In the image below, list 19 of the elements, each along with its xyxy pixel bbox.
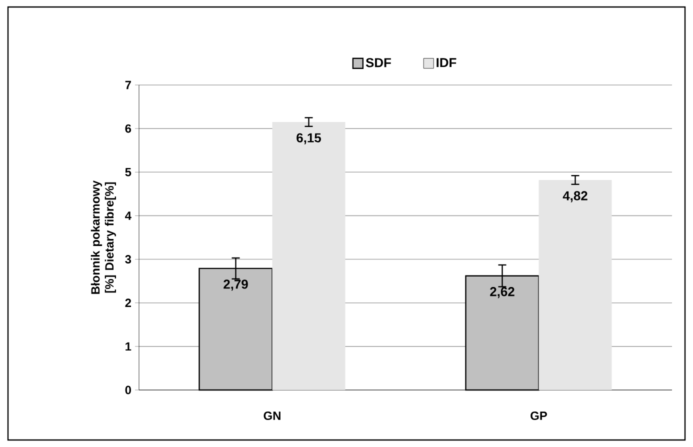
y-tick-label: 5 <box>125 168 132 176</box>
bar <box>272 122 346 390</box>
legend-label: IDF <box>436 58 456 68</box>
y-axis-title: Błonnik pokarmowy [%] Dietary fibre[%] <box>90 180 116 294</box>
y-tick-label: 1 <box>126 342 132 351</box>
data-label: 4,82 <box>562 191 588 202</box>
y-tick-label: 4 <box>125 212 132 220</box>
x-tick-label: GP <box>530 412 547 420</box>
x-tick-label: GN <box>264 412 280 420</box>
y-tick-label: 3 <box>125 255 132 264</box>
y-tick-label: 0 <box>125 386 131 394</box>
y-tick-label: 6 <box>125 124 132 133</box>
data-label: 6,15 <box>296 133 321 144</box>
data-label: 2,79 <box>224 280 248 291</box>
legend-label: SDF <box>366 58 391 68</box>
y-tick-label: 7 <box>125 80 131 90</box>
y-tick-label: 2 <box>125 298 132 308</box>
data-label: 2,62 <box>490 287 514 298</box>
bar <box>538 180 612 390</box>
